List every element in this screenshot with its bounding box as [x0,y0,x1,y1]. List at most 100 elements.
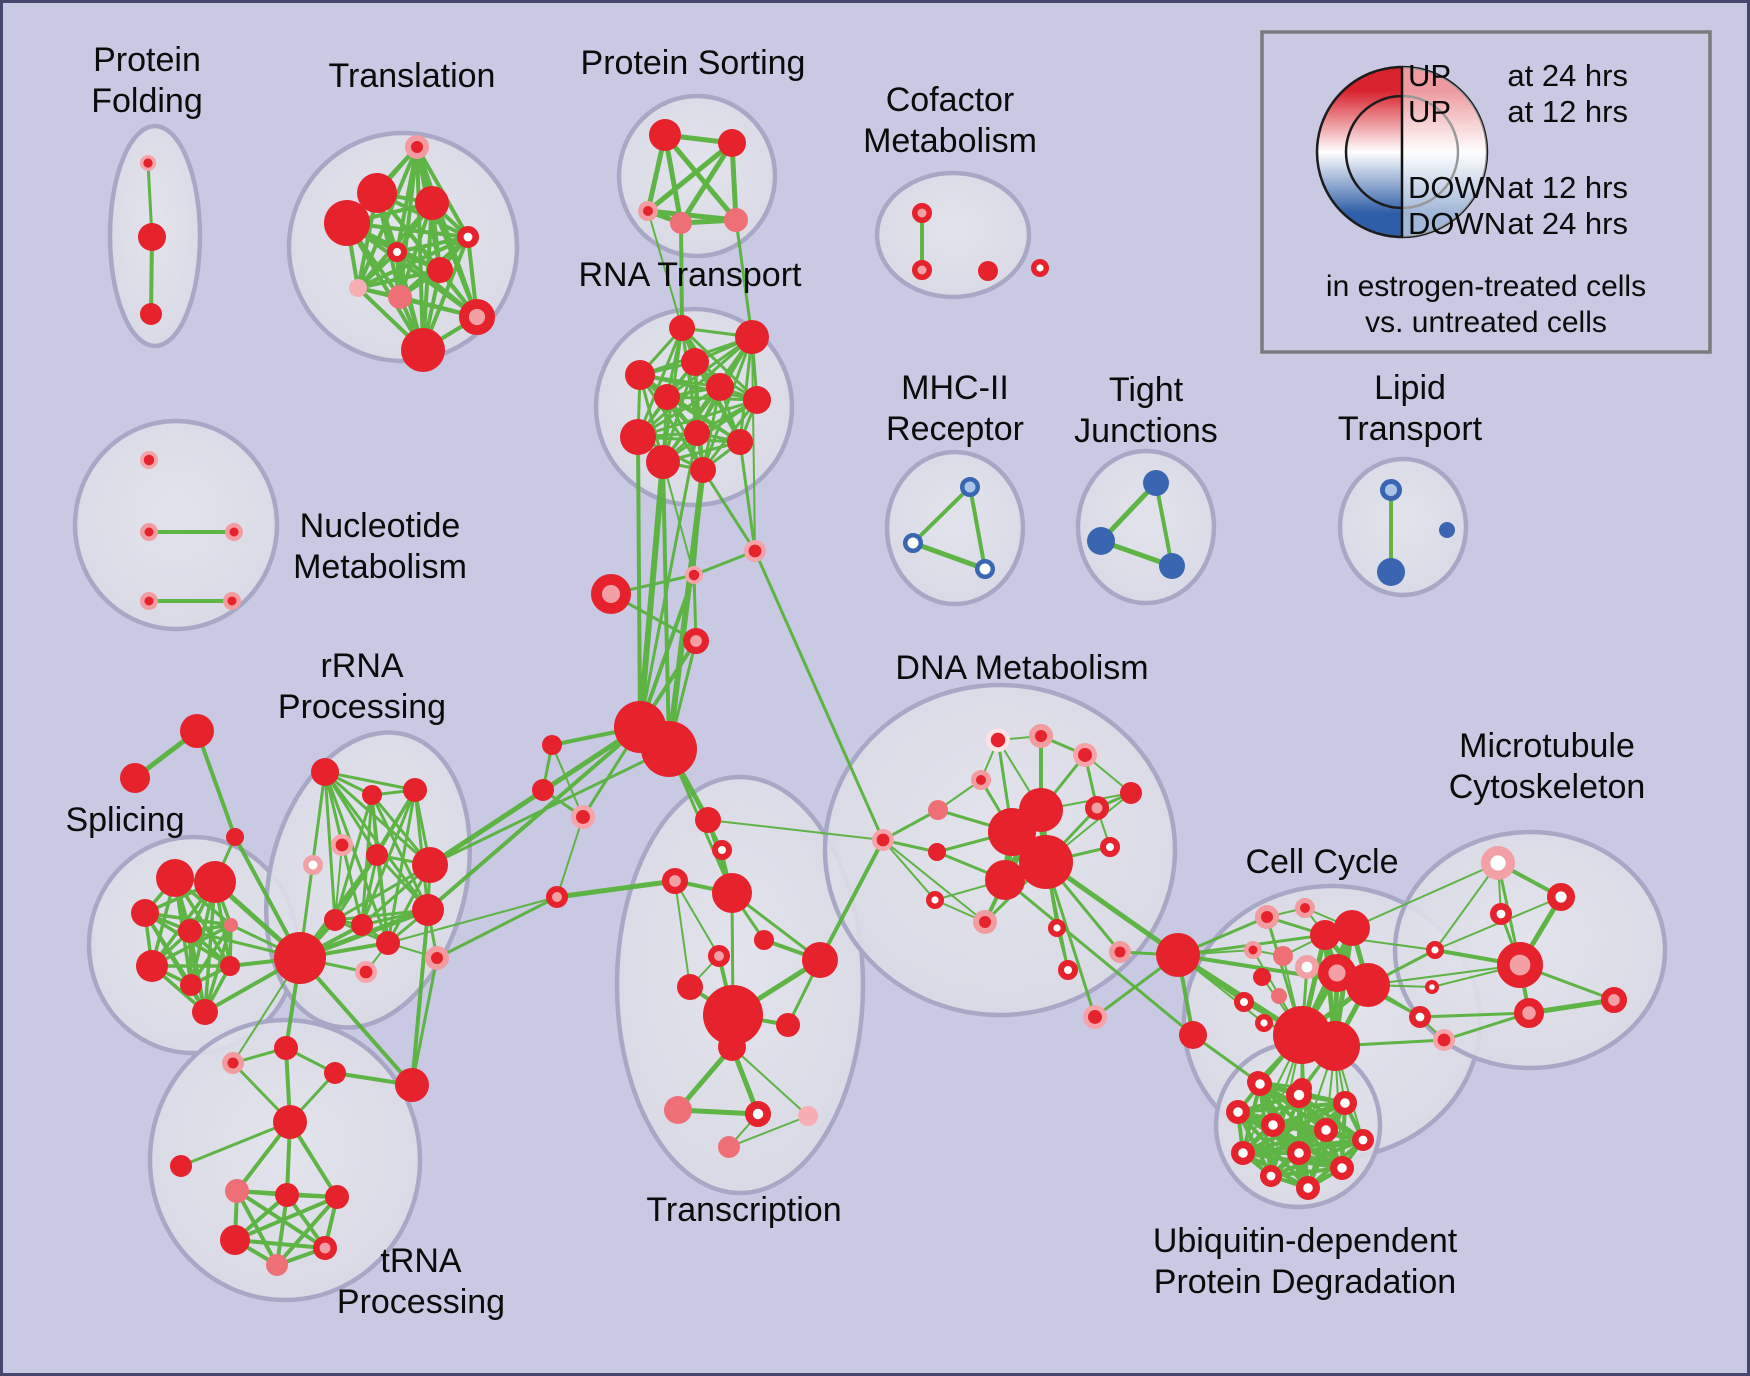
node-circle-b1 [542,735,562,755]
cluster-ellipse-lipid-transport [1337,456,1469,598]
node-sp0 [156,859,194,897]
node-circle-ub4 [1260,1112,1285,1137]
node-dot-dm2 [1078,748,1092,762]
node-dm3 [971,770,991,790]
node-circle-mt8 [1409,1005,1432,1028]
node-tl10 [401,328,445,372]
edge-rt11-hb4 [693,469,704,576]
node-cc0 [1255,905,1279,929]
node-ub5 [1313,1117,1338,1142]
edge-rt6-rt10 [661,398,759,464]
node-dm9 [1019,835,1073,889]
edge-ps4-rt1 [734,218,754,339]
node-cc8 [1346,963,1390,1007]
node-hb4 [685,566,703,584]
node-mt5 [1424,979,1439,994]
node-dot-dm0 [990,732,1006,748]
node-ub3 [1225,1099,1250,1124]
node-rr5 [366,844,388,866]
node-sp7 [220,956,240,976]
node-circle-tr2 [662,868,689,895]
node-rt11 [690,457,716,483]
node-dm18 [1109,941,1131,963]
node-circle-dm11 [1085,795,1110,820]
node-circle-lp1 [1377,558,1405,586]
node-rr7 [274,932,326,984]
node-circle-rt4 [706,373,734,401]
node-circle-tn5 [225,1179,249,1203]
node-dm8 [1019,788,1063,832]
node-ps2 [638,201,658,221]
node-dot-dm5 [876,833,890,847]
node-cc11 [1271,988,1287,1004]
node-circle-tr10 [718,1033,746,1061]
node-circle-ps4 [724,208,748,232]
node-circle-dm10 [985,860,1025,900]
node-circle-cf3 [1030,259,1049,278]
node-rt8 [684,420,710,446]
cluster-label-ubiquitin-degradation: Ubiquitin-dependent [1153,1222,1458,1260]
node-rt3 [625,360,655,390]
node-circle-cc4 [1244,941,1262,959]
node-circle-rr6 [412,847,448,883]
node-cf2 [978,261,998,281]
node-circle-rt1 [735,320,769,354]
node-cf3 [1030,259,1049,278]
edge-tb-rr10 [387,896,558,944]
node-circle-tr12 [745,1101,772,1128]
node-circle-tl6 [427,257,453,283]
node-circle-mh2 [975,559,995,579]
node-sp1 [194,861,236,903]
node-rr0 [311,758,339,786]
node-tr10 [718,1033,746,1061]
node-tr4 [708,945,731,968]
node-circle-tr8 [802,942,838,978]
edge-rt1-rt9 [738,335,754,444]
node-circle-tl0 [405,135,429,159]
node-cc9 [1253,968,1271,986]
node-tl5 [387,242,407,262]
node-circle-rr1 [362,785,382,805]
node-rt6 [743,386,771,414]
cluster-label-mhc-ii-receptor: Receptor [886,410,1024,448]
node-circle-nm4 [223,592,241,610]
edge-rt1-rt5 [665,335,754,399]
node-tr5 [754,930,774,950]
node-hb1 [641,721,697,777]
node-dm11 [1085,795,1110,820]
edge-rt7-hb0 [636,435,642,729]
edge-rt6-rt7 [636,398,759,439]
node-circle-rr10 [376,931,400,955]
node-lp0 [1379,479,1402,502]
node-tb [546,886,569,909]
node-rt4 [706,373,734,401]
node-ub1 [1286,1082,1313,1109]
node-tl8 [388,285,412,309]
node-circle-rr5 [366,844,388,866]
node-circle-hb2 [591,574,631,614]
node-dm16 [1047,919,1066,938]
node-cc10 [1234,992,1254,1012]
cluster-ellipse-trna-processing [147,1017,423,1303]
edge-rt1-hb3 [751,336,756,552]
node-ub10 [1260,1165,1283,1188]
node-cc14 [1254,1014,1273,1033]
node-circle-tr0 [695,807,721,833]
node-tl4 [456,226,479,249]
node-tr8 [802,942,838,978]
node-circle-rt11 [690,457,716,483]
node-nm2 [225,523,243,541]
node-circle-lp0 [1379,479,1402,502]
node-dm13 [1120,782,1142,804]
node-mt7 [1600,987,1627,1014]
edge-ps0-ps4 [662,132,739,223]
cluster-ellipse-tight-junctions [1075,448,1217,606]
node-rr6 [412,847,448,883]
cluster-label-cell-cycle: Cell Cycle [1245,843,1398,881]
node-circle-hb1 [641,721,697,777]
node-dm17 [1058,960,1078,980]
legend-time-1: at 12 hrs [1507,94,1628,129]
node-circle-mh1 [903,533,923,553]
node-circle-tr6 [677,974,703,1000]
